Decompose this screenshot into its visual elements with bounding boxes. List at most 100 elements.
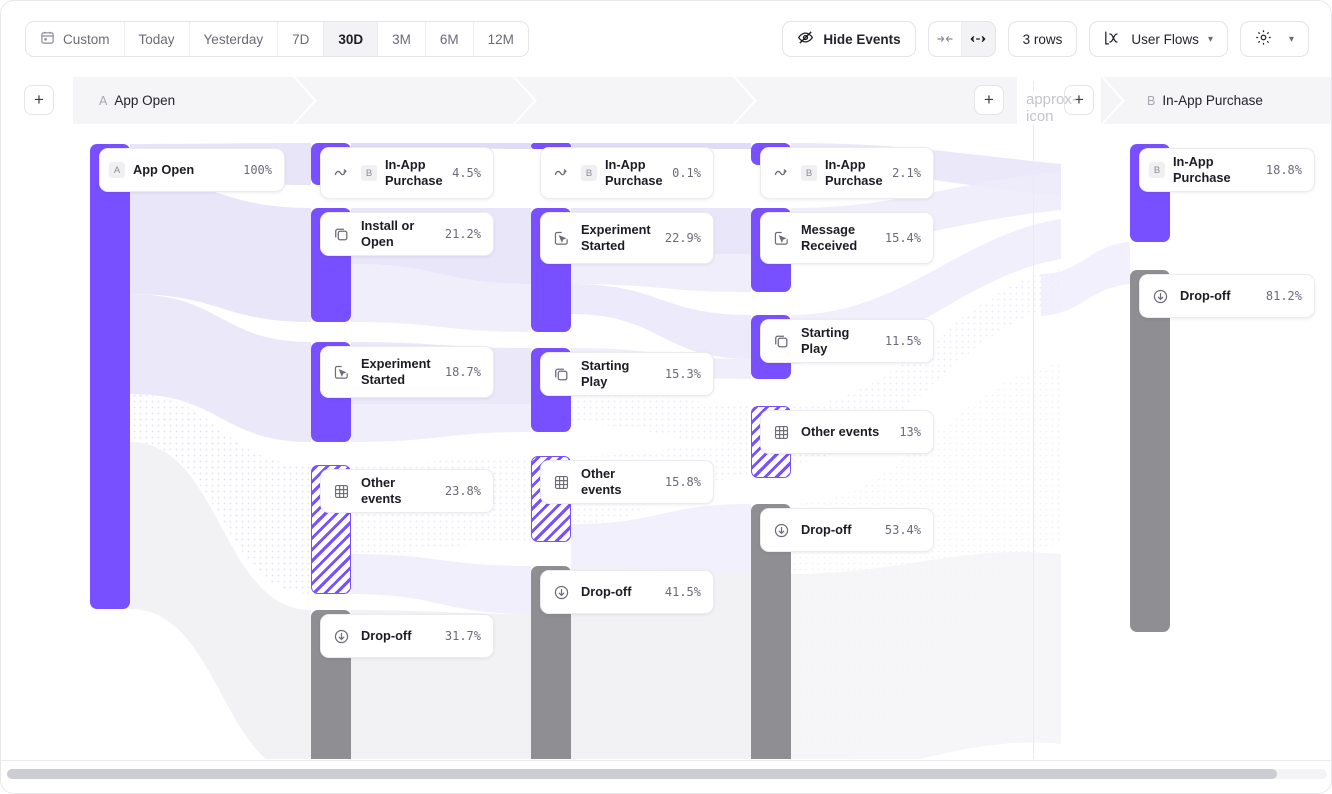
date-range-12m-label: 12M — [487, 31, 514, 47]
rows-label: 3 rows — [1022, 31, 1063, 47]
step-tag-badge: B — [581, 165, 597, 181]
flow-node-card[interactable]: Other events 15.8% — [540, 460, 714, 504]
flow-node-percent: 2.1% — [892, 166, 921, 180]
hide-events-label: Hide Events — [823, 31, 901, 47]
width-mode-segmented-control[interactable] — [927, 21, 996, 57]
flow-node-percent: 15.8% — [664, 475, 701, 489]
flow-node-percent: 31.7% — [444, 629, 481, 643]
flow-node-card[interactable]: Other events 13% — [760, 410, 934, 454]
download-circle-icon — [770, 519, 792, 541]
step-b-label-group: B In-App Purchase — [1101, 93, 1263, 108]
date-range-3m-label: 3M — [392, 31, 411, 47]
flow-node-percent: 18.8% — [1265, 163, 1302, 177]
flow-node-card[interactable]: Message Received 15.4% — [760, 212, 934, 264]
flow-node-label: Starting Play — [801, 325, 850, 356]
flow-bar-1-1[interactable] — [90, 144, 130, 609]
flow-node-card[interactable]: Drop-off 53.4% — [760, 508, 934, 552]
toolbar-right: Hide Events 3 rows — [782, 21, 1309, 57]
date-range-today-label: Today — [138, 31, 175, 47]
date-range-30d[interactable]: 30D — [324, 22, 379, 56]
add-step-left-button[interactable]: + — [24, 85, 54, 115]
cursor-box-icon — [550, 227, 572, 249]
flow-node-percent: 81.2% — [1265, 289, 1302, 303]
scrollbar-thumb[interactable] — [7, 769, 1277, 779]
date-range-3m[interactable]: 3M — [378, 22, 426, 56]
flow-node-percent: 15.3% — [664, 367, 701, 381]
flow-node-label: Drop-off — [801, 522, 852, 537]
conversion-icon — [550, 162, 572, 184]
flow-node-percent: 22.9% — [664, 231, 701, 245]
flow-node-label: Experiment Started — [361, 356, 431, 387]
flow-node-percent: 21.2% — [444, 227, 481, 241]
rows-button[interactable]: 3 rows — [1007, 21, 1078, 57]
date-range-custom-label: Custom — [63, 31, 110, 47]
flow-node-label: In-App Purchase — [1173, 154, 1231, 185]
expand-horizontal-icon[interactable] — [961, 22, 995, 56]
flow-node-card[interactable]: Install or Open 21.2% — [320, 212, 494, 256]
flow-node-label: Starting Play — [581, 358, 630, 389]
flow-bar-3-1[interactable] — [531, 143, 571, 149]
step-b-label: In-App Purchase — [1162, 93, 1263, 108]
step-b-tag: B — [1147, 93, 1156, 108]
gear-icon — [1255, 29, 1272, 49]
copy-icon — [770, 330, 792, 352]
flow-node-card[interactable]: Starting Play 15.3% — [540, 352, 714, 396]
step-tag-badge: A — [109, 162, 125, 178]
calendar-icon — [40, 30, 55, 48]
download-circle-icon — [1149, 285, 1171, 307]
date-range-12m[interactable]: 12M — [473, 22, 528, 56]
add-step-middle-button[interactable]: + — [974, 85, 1004, 115]
toolbar: Custom Today Yesterday 7D 30D 3M 6M 12M — [1, 1, 1331, 77]
date-range-segmented-control[interactable]: Custom Today Yesterday 7D 30D 3M 6M 12M — [25, 21, 529, 57]
date-range-today[interactable]: Today — [124, 22, 190, 56]
date-range-7d-label: 7D — [292, 31, 310, 47]
flow-node-card[interactable]: Experiment Started 18.7% — [320, 346, 494, 398]
date-range-30d-label: 30D — [338, 31, 364, 47]
flow-node-label: Install or Open — [361, 218, 415, 249]
settings-dropdown[interactable]: ▾ — [1239, 21, 1309, 57]
flow-node-card[interactable]: Drop-off 41.5% — [540, 570, 714, 614]
flow-node-label: Drop-off — [581, 584, 632, 599]
date-range-6m[interactable]: 6M — [425, 22, 474, 56]
flow-node-percent: 15.4% — [884, 231, 921, 245]
flow-node-card[interactable]: B In-App Purchase 18.8% — [1139, 148, 1315, 192]
view-type-dropdown[interactable]: User Flows ▾ — [1089, 21, 1228, 57]
step-tag-badge: B — [801, 165, 817, 181]
date-range-custom[interactable]: Custom — [26, 22, 125, 56]
collapse-horizontal-icon[interactable] — [929, 22, 962, 56]
flow-node-label: In-App Purchase — [605, 157, 663, 188]
flow-node-card[interactable]: Drop-off 31.7% — [320, 614, 494, 658]
flow-node-label: Message Received — [801, 222, 858, 253]
date-range-yesterday[interactable]: Yesterday — [189, 22, 279, 56]
flow-node-card[interactable]: Starting Play 11.5% — [760, 319, 934, 363]
step-tag-badge: B — [361, 165, 377, 181]
flow-node-card[interactable]: Drop-off 81.2% — [1139, 274, 1315, 318]
add-step-right-button[interactable]: + — [1064, 85, 1094, 115]
flow-node-card[interactable]: B In-App Purchase 4.5% — [320, 147, 494, 199]
flow-node-percent: 11.5% — [884, 334, 921, 348]
flow-node-label: Experiment Started — [581, 222, 651, 253]
flow-bar-5-2[interactable] — [1130, 270, 1170, 632]
settings-chevron-down-icon: ▾ — [1288, 33, 1294, 45]
flow-chart-icon — [1104, 30, 1122, 49]
download-circle-icon — [550, 581, 572, 603]
flow-node-percent: 100% — [243, 163, 272, 177]
flow-node-card[interactable]: Other events 23.8% — [320, 469, 494, 513]
sankey-canvas: A App Open 100% B In-App Purchase 4.5% Install… — [1, 124, 1331, 759]
horizontal-scrollbar[interactable] — [1, 765, 1331, 783]
flow-node-card[interactable]: Experiment Started 22.9% — [540, 212, 714, 264]
flow-node-card[interactable]: B In-App Purchase 0.1% — [540, 147, 714, 199]
flow-node-percent: 4.5% — [452, 166, 481, 180]
footer-divider — [1, 760, 1331, 761]
flow-node-card[interactable]: B In-App Purchase 2.1% — [760, 147, 934, 199]
flow-node-percent: 23.8% — [444, 484, 481, 498]
approx-icon: approx-icon — [1026, 91, 1077, 125]
flow-node-label: App Open — [133, 162, 195, 177]
date-range-7d[interactable]: 7D — [278, 22, 325, 56]
step-band-left: A App Open — [73, 77, 1017, 124]
step-band-right: B In-App Purchase — [1101, 77, 1331, 124]
step-header: + A App Open + + B In-App Purchase — [1, 77, 1331, 124]
flow-node-card[interactable]: A App Open 100% — [99, 148, 285, 192]
hide-events-button[interactable]: Hide Events — [782, 21, 916, 57]
